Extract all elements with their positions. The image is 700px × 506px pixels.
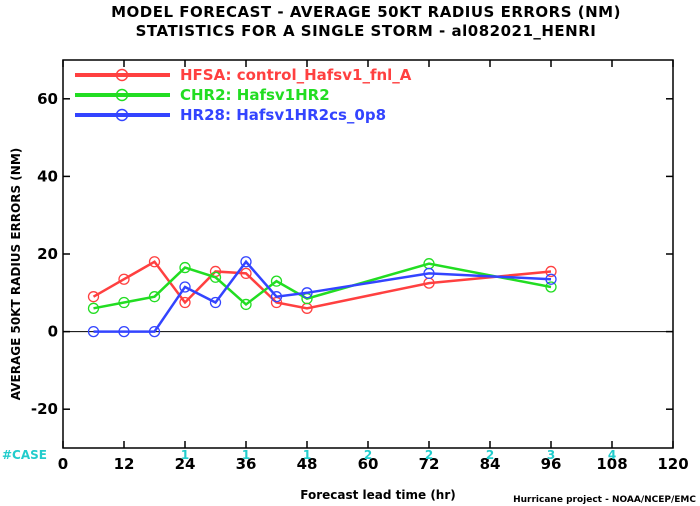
data-point [240,298,252,311]
y-axis-label: AVERAGE 50KT RADIUS ERRORS (NM) [9,148,23,400]
series-line-2 [93,262,552,310]
data-point [545,281,557,293]
case-count: 2 [486,448,494,462]
series-line-3 [93,259,552,333]
data-point [545,273,557,285]
case-count: 4 [608,448,616,462]
case-counts: 1 1 1 2 2 2 3 4 [181,448,616,462]
x-tick-label: 84 [480,455,501,473]
legend-swatch-marker [115,88,129,102]
legend-swatch-marker [115,108,129,122]
x-tick-label: 60 [358,455,379,473]
x-tick-label: 108 [596,455,627,473]
case-count: 1 [181,448,189,462]
x-tick-label: 12 [114,455,135,473]
x-tick-label: 120 [657,455,688,473]
series-line-1 [92,260,552,310]
data-point [240,267,252,280]
chart-subtitle: STATISTICS FOR A SINGLE STORM - al082021… [136,22,597,40]
data-point [423,267,435,280]
case-count: 2 [425,448,433,462]
data-point [270,291,283,303]
legend: HFSA: control_Hafsv1_fnl_A CHR2: Hafsv1HR… [75,66,412,124]
y-tick-label: 60 [37,90,58,108]
x-axis: 0 12 24 36 48 60 72 84 96 108 120 [58,60,689,473]
data-point [270,275,283,287]
credit-text: Hurricane project - NOAA/NCEP/EMC [513,495,696,505]
legend-swatch-marker [115,68,129,82]
series-lines [87,256,557,338]
y-tick-label: 0 [48,323,58,341]
data-point [148,291,161,303]
data-point [545,265,557,278]
legend-entry: HR28: Hafsv1HR2cs_0p8 [180,106,386,124]
x-tick-label: 0 [58,455,68,473]
case-count: 3 [547,448,555,462]
data-point [118,296,130,309]
data-point [179,281,191,293]
data-point [301,287,313,299]
x-axis-label: Forecast lead time (hr) [300,488,456,502]
x-tick-label: 48 [297,455,318,473]
data-point [87,291,100,303]
y-tick-label: -20 [31,400,58,418]
data-point [209,296,222,309]
legend-entry: CHR2: Hafsv1HR2 [180,86,330,104]
y-axis: -20 0 20 40 60 [31,90,673,418]
case-count: 2 [364,448,372,462]
data-point [118,273,130,285]
legend-entry: HFSA: control_Hafsv1_fnl_A [180,66,412,84]
data-point [148,256,161,268]
case-count: 1 [242,448,250,462]
data-point [87,302,100,314]
case-count-label: #CASE [2,448,47,462]
data-point [209,271,222,283]
x-tick-label: 72 [419,455,440,473]
data-point [240,256,252,268]
y-tick-label: 20 [37,245,58,263]
case-count: 1 [303,448,311,462]
y-tick-label: 40 [37,167,58,185]
x-tick-label: 96 [541,455,562,473]
x-tick-label: 36 [236,455,257,473]
data-point [179,261,191,274]
data-point [179,296,191,309]
data-point [148,325,161,338]
x-tick-label: 24 [175,455,196,473]
data-point [87,325,100,338]
chart-title: MODEL FORECAST - AVERAGE 50KT RADIUS ERR… [111,3,621,21]
data-point [118,325,130,338]
